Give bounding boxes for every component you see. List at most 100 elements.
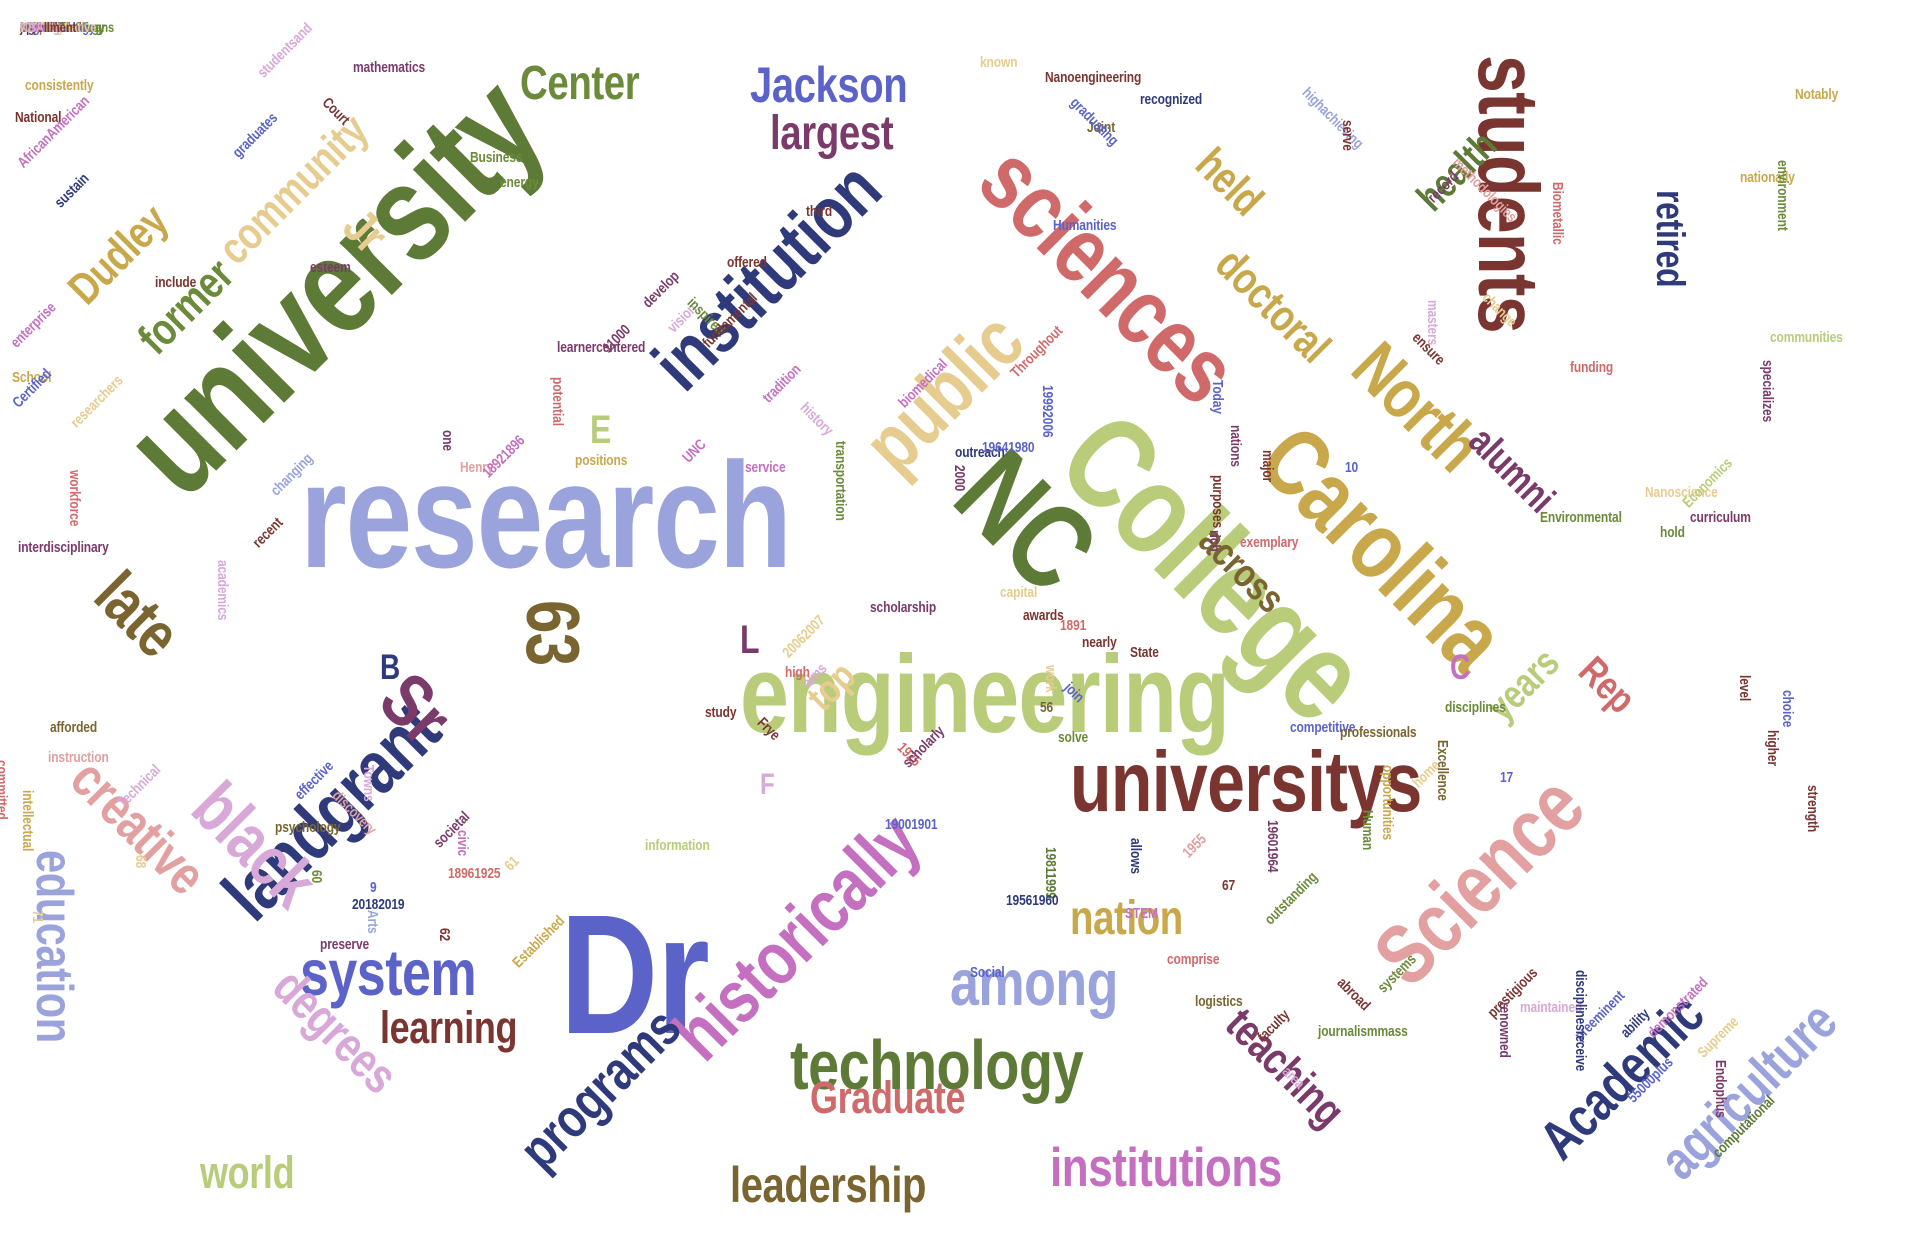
cloud-word-58: mathematics <box>353 59 426 76</box>
cloud-word-163: higher <box>1764 730 1781 766</box>
cloud-word-227: engineers <box>20 19 72 35</box>
cloud-word-130: State <box>1130 644 1159 661</box>
cloud-word-138: Environmental <box>1540 509 1622 526</box>
cloud-word-97: tradition <box>759 361 805 407</box>
cloud-word-1: research <box>300 431 792 599</box>
cloud-word-216: Materials <box>20 19 68 35</box>
cloud-word-199: disciplinesreceive <box>1572 970 1589 1072</box>
cloud-word-39: largest <box>770 107 894 160</box>
cloud-word-155: disciplines <box>1445 699 1506 716</box>
cloud-word-152: Human <box>1359 810 1376 851</box>
cloud-word-234: biotechnology <box>20 19 96 35</box>
cloud-word-173: Arts <box>364 910 381 934</box>
cloud-word-32: learning <box>380 1002 518 1053</box>
cloud-word-95: one <box>439 430 456 451</box>
cloud-word-242: 77 <box>20 19 33 35</box>
cloud-word-67: AfricanAmerican <box>14 92 93 172</box>
cloud-word-119: masters <box>1424 300 1441 346</box>
cloud-word-78: Notably <box>1795 86 1839 103</box>
cloud-word-187: 19561960 <box>1006 892 1059 909</box>
cloud-word-126: capital <box>1000 584 1038 601</box>
cloud-word-55: B <box>380 648 400 687</box>
cloud-word-117: exemplary <box>1240 534 1299 551</box>
cloud-word-178: 18961925 <box>448 865 501 882</box>
cloud-word-180: comprise <box>1167 951 1220 968</box>
cloud-word-147: psychology <box>275 819 341 836</box>
cloud-word-241: 53 <box>20 19 33 35</box>
cloud-word-197: renowned <box>1496 1002 1513 1058</box>
cloud-word-76: recognized <box>1140 91 1203 108</box>
cloud-word-174: preserve <box>320 936 370 953</box>
cloud-word-47: alumni <box>1460 418 1563 522</box>
cloud-word-93: Henry <box>460 459 494 476</box>
cloud-word-36: nation <box>1070 892 1183 945</box>
cloud-word-182: 1955 <box>1179 830 1210 862</box>
cloud-word-60: Nanoengineering <box>1045 69 1142 86</box>
cloud-word-142: intellectual <box>19 790 36 852</box>
cloud-word-57: F <box>760 768 775 801</box>
cloud-word-175: Established <box>509 912 569 972</box>
cloud-word-177: 62 <box>436 928 453 942</box>
cloud-word-170: 9 <box>370 879 377 896</box>
cloud-word-218: Revolutionizing <box>20 19 102 35</box>
cloud-word-54: L <box>740 618 760 662</box>
cloud-word-232: AfricanAmericans <box>20 19 115 35</box>
cloud-word-9: universitys <box>1070 735 1422 830</box>
cloud-word-221: baccalaureate <box>20 19 94 35</box>
cloud-word-184: 67 <box>1222 877 1236 894</box>
cloud-word-83: funding <box>1570 359 1614 376</box>
cloud-word-149: 71 <box>29 910 46 924</box>
cloud-word-219: bachelors <box>20 19 72 35</box>
cloud-word-220: Foundation <box>20 19 80 35</box>
cloud-word-42: Dudley <box>57 194 178 314</box>
cloud-word-128: 1891 <box>1060 617 1087 634</box>
cloud-word-62: consistently <box>25 77 94 94</box>
cloud-word-235: fulfilling <box>20 19 63 35</box>
cloud-word-157: competitive <box>1290 719 1356 736</box>
cloud-word-20: 63 <box>511 600 595 666</box>
cloud-word-80: environment <box>1774 160 1791 231</box>
cloud-word-69: energy <box>500 174 539 191</box>
cloud-word-189: logistics <box>1195 993 1243 1010</box>
cloud-word-160: 19601964 <box>1264 820 1281 873</box>
cloud-word-81: communities <box>1770 329 1843 346</box>
cloud-word-194: abroad <box>1333 974 1374 1015</box>
cloud-word-132: 56 <box>1040 699 1054 716</box>
cloud-word-153: 17 <box>1500 769 1514 786</box>
cloud-word-103: learnercentered <box>557 339 646 356</box>
cloud-word-140: instruction <box>48 749 109 766</box>
cloud-word-3: engineering <box>740 633 1230 756</box>
cloud-word-38: Center <box>520 57 640 110</box>
cloud-word-215: scholars <box>20 19 66 35</box>
cloud-word-123: hold <box>1660 524 1685 541</box>
cloud-word-196: maintained <box>1520 999 1583 1016</box>
cloud-word-75: Joint <box>1087 119 1116 136</box>
cloud-word-229: industries <box>20 19 73 35</box>
cloud-word-159: opportunities <box>1379 765 1396 841</box>
cloud-word-179: information <box>645 837 710 854</box>
cloud-word-73: third <box>806 203 833 220</box>
cloud-word-79: nationally <box>1740 169 1795 186</box>
cloud-word-131: work <box>1042 665 1059 693</box>
cloud-word-204: Endophus <box>1712 1060 1729 1118</box>
cloud-word-150: study <box>705 704 737 721</box>
cloud-word-109: 19641980 <box>982 439 1035 456</box>
cloud-word-238: nanobio <box>20 19 63 35</box>
cloud-word-30: late <box>81 557 195 671</box>
cloud-word-114: major <box>1259 450 1276 483</box>
cloud-word-212: positions <box>575 452 628 469</box>
cloud-word-112: nations <box>1227 425 1244 467</box>
cloud-word-53: E <box>590 408 612 452</box>
cloud-word-162: choice <box>1779 690 1796 728</box>
cloud-word-121: Nanoscience <box>1645 484 1718 501</box>
cloud-word-86: enterprise <box>7 299 60 352</box>
cloud-word-108: 2000 <box>951 465 968 492</box>
cloud-word-225: advanced <box>20 19 71 35</box>
cloud-word-133: solve <box>1058 729 1089 746</box>
cloud-word-167: 19001901 <box>885 816 938 833</box>
cloud-word-144: Towns <box>360 765 377 802</box>
cloud-word-129: nearly <box>1082 634 1117 651</box>
cloud-word-28: education <box>25 850 83 1043</box>
cloud-word-64: studentsand <box>254 19 316 82</box>
cloud-word-111: Today <box>1209 380 1226 414</box>
